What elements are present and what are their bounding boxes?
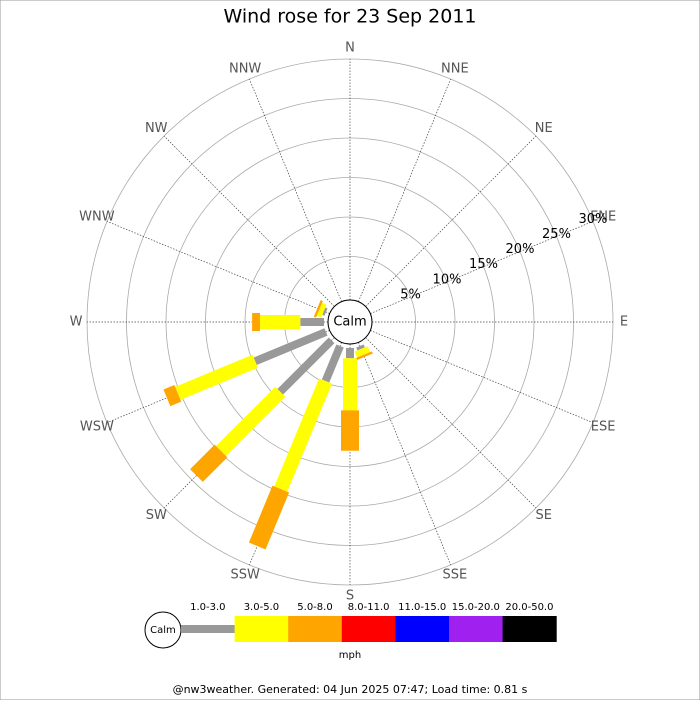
- wind-segment: [313, 300, 323, 318]
- calm-label: Calm: [333, 315, 366, 330]
- legend-label: 3.0-5.0: [244, 602, 279, 613]
- wind-segment: [277, 337, 335, 395]
- direction-label: N: [345, 41, 355, 56]
- spoke: [106, 221, 330, 314]
- spoke: [358, 78, 451, 302]
- legend-swatch: [502, 616, 557, 642]
- wind-segment: [355, 351, 373, 361]
- direction-label: SE: [536, 508, 552, 523]
- r-tick-label: 10%: [433, 272, 462, 287]
- r-tick-label: 15%: [469, 257, 498, 272]
- wind-segment: [175, 354, 258, 400]
- grid-ring: [205, 177, 495, 467]
- r-tick-label: 20%: [506, 242, 535, 257]
- direction-label: E: [620, 315, 628, 330]
- direction-label: WNW: [79, 210, 115, 225]
- spoke: [370, 221, 594, 314]
- spoke: [249, 78, 342, 302]
- wind-segment: [300, 318, 324, 326]
- legend-label: 11.0-15.0: [398, 602, 446, 613]
- spoke: [163, 135, 335, 307]
- wind-segment: [190, 444, 228, 482]
- footer: @nw3weather. Generated: 04 Jun 2025 07:4…: [173, 683, 528, 696]
- direction-label: SSE: [442, 568, 467, 583]
- wind-segment: [248, 485, 290, 550]
- legend-label: 8.0-11.0: [348, 602, 390, 613]
- wind-segment: [346, 348, 354, 359]
- wind-segment: [316, 302, 327, 318]
- direction-label: NE: [535, 121, 553, 136]
- legend-calm-label: Calm: [150, 625, 176, 636]
- spoke: [365, 337, 537, 509]
- direction-label: SW: [146, 508, 167, 523]
- direction-label: WSW: [80, 419, 114, 434]
- wind-segment: [343, 358, 357, 411]
- spoke: [358, 342, 451, 566]
- direction-label: S: [346, 589, 354, 604]
- wind-segment: [260, 315, 301, 329]
- direction-label: NNW: [229, 61, 261, 76]
- legend-label: 1.0-3.0: [190, 602, 225, 613]
- wind-segment: [356, 344, 365, 351]
- direction-label: ESE: [591, 419, 616, 434]
- legend-swatch: [341, 616, 396, 642]
- legend-swatch: [395, 616, 450, 642]
- r-tick-label: 30%: [579, 212, 608, 227]
- wind-segment: [274, 378, 333, 492]
- wind-segment: [163, 385, 182, 407]
- legend-swatch: [181, 625, 236, 633]
- legend-swatch: [288, 616, 343, 642]
- direction-label: SSW: [230, 568, 260, 583]
- wind-segment: [216, 386, 286, 456]
- calm-circle: [327, 299, 373, 345]
- legend-label: 20.0-50.0: [505, 602, 553, 613]
- spoke: [365, 135, 537, 307]
- wind-segment: [253, 328, 328, 365]
- direction-label: W: [70, 315, 83, 330]
- units-label: mph: [339, 650, 361, 661]
- wind-segment: [252, 313, 261, 331]
- spoke: [370, 330, 594, 423]
- legend-swatch: [449, 616, 504, 642]
- wind-segment: [322, 307, 328, 316]
- wind-segment: [354, 346, 371, 358]
- direction-label: NNE: [441, 61, 469, 76]
- legend-label: 15.0-20.0: [452, 602, 500, 613]
- direction-label: NW: [145, 121, 168, 136]
- r-tick-label: 25%: [542, 227, 571, 242]
- legend-label: 5.0-8.0: [297, 602, 332, 613]
- direction-label: ENE: [590, 210, 616, 225]
- chart-title: Wind rose for 23 Sep 2011: [223, 6, 476, 28]
- legend-swatch: [234, 616, 289, 642]
- r-tick-label: 5%: [400, 287, 421, 302]
- wind-segment: [341, 410, 359, 451]
- wind-segment: [321, 344, 344, 383]
